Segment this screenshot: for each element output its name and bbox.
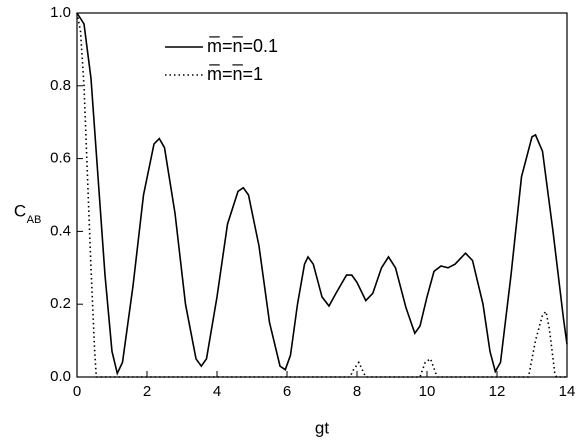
y-axis-title-subscript: AB: [27, 214, 42, 226]
y-tick-label: 0.6: [50, 150, 71, 167]
y-tick-label: 0.0: [50, 368, 71, 385]
x-axis-title: gt: [315, 418, 329, 437]
y-tick-label: 0.4: [50, 222, 71, 239]
x-tick-label: 12: [489, 383, 506, 400]
x-tick-label: 14: [559, 383, 576, 400]
legend-label: m̅=n̅=1: [207, 64, 263, 84]
x-tick-label: 6: [283, 383, 291, 400]
x-tick-label: 2: [143, 383, 151, 400]
data-line: [76, 12, 567, 378]
data-line: [76, 12, 568, 376]
y-tick-label: 0.2: [50, 295, 71, 312]
x-tick-label: 0: [73, 383, 81, 400]
y-tick-label: 0.8: [50, 77, 71, 94]
legend-label: m̅=n̅=0.1: [207, 36, 278, 56]
y-tick-label: 1.0: [50, 4, 71, 21]
x-tick-label: 4: [213, 383, 221, 400]
plot-frame: [76, 12, 568, 378]
x-tick-label: 8: [353, 383, 361, 400]
x-tick-label: 10: [419, 383, 436, 400]
y-axis-title: C: [14, 201, 26, 220]
